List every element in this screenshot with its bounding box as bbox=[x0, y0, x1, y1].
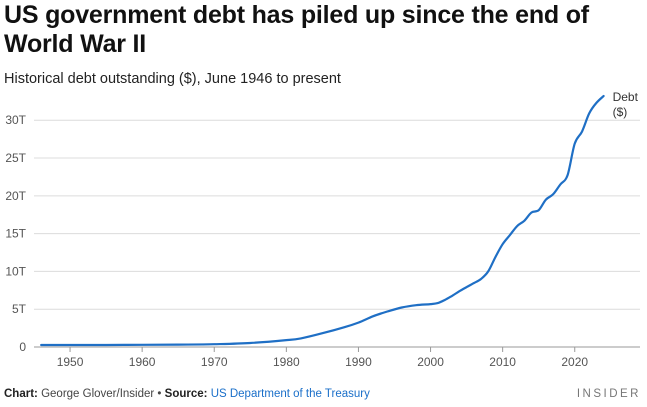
chart-title: US government debt has piled up since th… bbox=[4, 1, 589, 58]
series-line-debt bbox=[40, 94, 605, 347]
x-tick-label: 1950 bbox=[57, 355, 84, 369]
footer-chart-author: George Glover/Insider bbox=[41, 388, 155, 400]
y-axis-tick-labels: 0 5T 10T 15T 20T 25T 30T bbox=[5, 113, 26, 354]
debt-line-chart: 0 5T 10T 15T 20T 25T 30T 1950 1960 1970 1980 1990 2… bbox=[5, 90, 640, 369]
series-label-debt: Debt($) bbox=[613, 90, 639, 119]
y-tick-label: 15T bbox=[5, 227, 26, 241]
gridlines bbox=[34, 119, 640, 348]
x-tick-label: 1980 bbox=[273, 355, 300, 369]
chart-footer: Chart: George Glover/Insider • Source: U… bbox=[4, 388, 370, 400]
footer-source-prefix: Source: bbox=[164, 388, 208, 400]
x-tick-label: 2010 bbox=[489, 355, 516, 369]
footer-separator: • bbox=[157, 388, 162, 400]
y-tick-label: 30T bbox=[5, 113, 26, 127]
series-label-line: Debt bbox=[613, 90, 639, 104]
y-tick-label: 20T bbox=[5, 189, 26, 203]
x-axis-tick-labels: 1950 1960 1970 1980 1990 2000 2010 2020 bbox=[57, 347, 588, 369]
y-tick-label: 25T bbox=[5, 151, 26, 165]
y-tick-label: 5T bbox=[12, 302, 27, 316]
series-label-line: ($) bbox=[613, 105, 628, 119]
y-tick-label: 10T bbox=[5, 264, 26, 278]
x-tick-label: 1970 bbox=[201, 355, 228, 369]
chart-subtitle: Historical debt outstanding ($), June 19… bbox=[4, 71, 341, 87]
x-tick-label: 2020 bbox=[561, 355, 588, 369]
x-tick-label: 1960 bbox=[129, 355, 156, 369]
footer-chart-prefix: Chart: bbox=[4, 388, 38, 400]
footer-source-link[interactable]: US Department of the Treasury bbox=[210, 388, 370, 400]
x-tick-label: 2000 bbox=[417, 355, 444, 369]
x-tick-label: 1990 bbox=[345, 355, 372, 369]
insider-logo: INSIDER bbox=[576, 388, 641, 400]
y-tick-label: 0 bbox=[19, 340, 26, 354]
